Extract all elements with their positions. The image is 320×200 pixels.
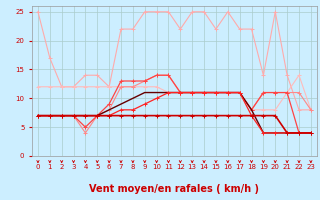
X-axis label: Vent moyen/en rafales ( km/h ): Vent moyen/en rafales ( km/h ) bbox=[89, 184, 260, 194]
